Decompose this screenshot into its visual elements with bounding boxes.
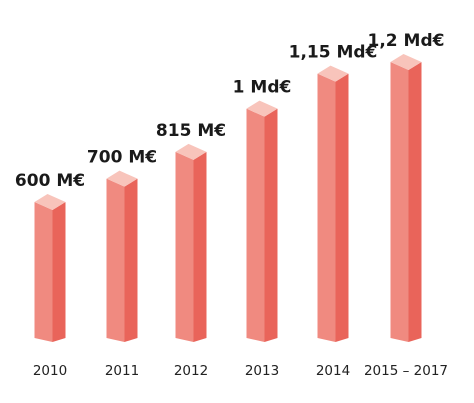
x-tick-label: 2015 – 2017 [364, 363, 448, 379]
bar-top-face [34, 194, 66, 210]
bar-side-face [52, 202, 66, 342]
value-label: 815 M€ [156, 121, 226, 141]
bar-top-face [246, 100, 278, 117]
bar-front-face [175, 151, 194, 342]
bar-2012 [175, 143, 207, 342]
bar-top-face [390, 54, 422, 70]
value-label: 600 M€ [15, 171, 85, 191]
bar-top-face [106, 170, 138, 187]
value-label: 1,15 Md€ [289, 43, 378, 63]
x-tick-labels-group: 2010 2011 2012 2013 2014 2015 – 2017 [33, 363, 448, 379]
bar-side-face [193, 151, 207, 342]
x-tick-label: 2012 [174, 363, 208, 379]
value-label: 1 Md€ [233, 78, 292, 98]
bar-2011 [106, 170, 138, 342]
bar-front-face [317, 73, 336, 343]
bar-2015 – 2017 [390, 54, 422, 342]
value-labels-group: 600 M€700 M€ 815 M€ 1 Md€ 1,15 Md€1,2 Md€ [15, 31, 445, 191]
bar-side-face [264, 108, 278, 343]
bar-side-face [408, 62, 422, 342]
bar-2013 [246, 100, 278, 343]
value-label: 700 M€ [87, 148, 157, 168]
bar-front-face [106, 178, 125, 342]
bar-top-face [175, 143, 207, 160]
bar-top-face [317, 65, 349, 82]
value-label: 1,2 Md€ [368, 31, 445, 51]
bars-group [34, 54, 422, 343]
bar-side-face [124, 178, 138, 342]
bar-front-face [34, 202, 53, 342]
bar-2010 [34, 194, 66, 342]
x-tick-label: 2014 [316, 363, 350, 379]
x-tick-label: 2013 [245, 363, 279, 379]
bar-side-face [335, 73, 349, 343]
bar-2014 [317, 65, 349, 343]
x-tick-label: 2010 [33, 363, 67, 379]
x-tick-label: 2011 [105, 363, 139, 379]
bar-front-face [390, 62, 409, 342]
bar-front-face [246, 108, 265, 343]
